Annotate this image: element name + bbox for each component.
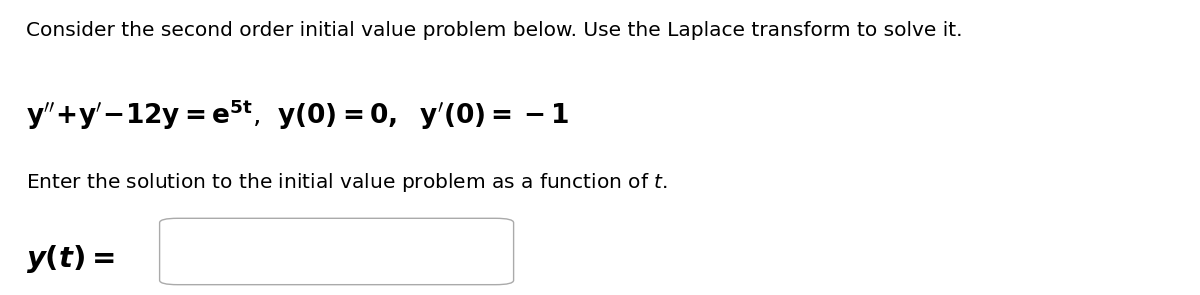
Text: Consider the second order initial value problem below. Use the Laplace transform: Consider the second order initial value … — [26, 21, 962, 40]
FancyBboxPatch shape — [160, 218, 514, 285]
Text: $\mathbf{y''\!+\!y'\!-\!12y = e^{5t}}$,  $\mathbf{y(0) = 0,\ \ y'(0) = -1}$: $\mathbf{y''\!+\!y'\!-\!12y = e^{5t}}$, … — [26, 97, 570, 132]
Text: Enter the solution to the initial value problem as a function of $t$.: Enter the solution to the initial value … — [26, 171, 668, 194]
Text: $\boldsymbol{y}$$\boldsymbol{(t) =}$: $\boldsymbol{y}$$\boldsymbol{(t) =}$ — [26, 243, 115, 275]
